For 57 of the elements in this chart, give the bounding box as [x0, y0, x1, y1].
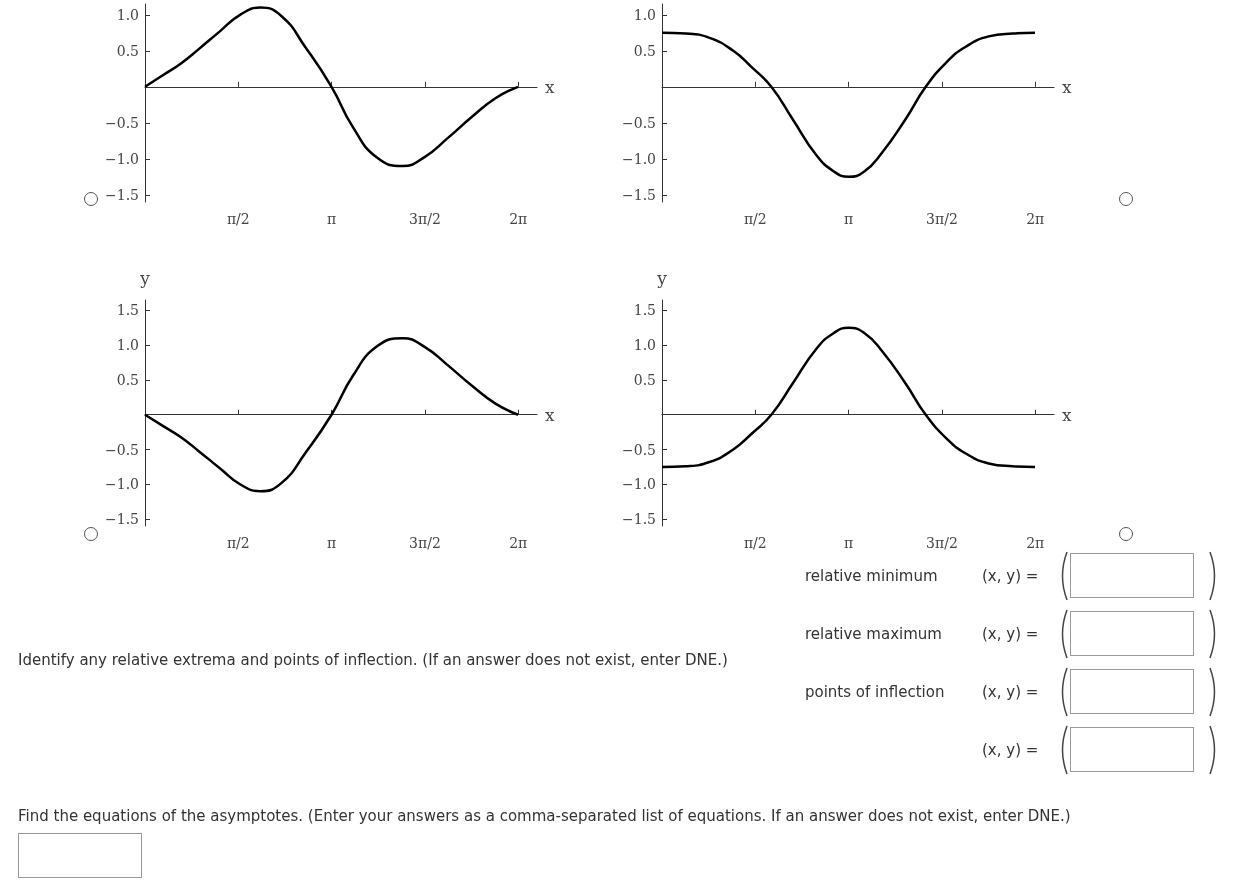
text: Find the equations of the asymptotes. (Enter your answers as a comma-separated list of equations. If an answer does not exist, enter DNE.) [18, 807, 1071, 825]
y-tick-label: 1.5 [633, 302, 656, 319]
y-tick-label: −1.0 [105, 476, 139, 493]
y-tick-label: −1.5 [622, 511, 656, 528]
y-tick-label: 0.5 [633, 42, 656, 59]
y-tick-label: −1.0 [622, 476, 656, 493]
line-series [143, 6, 520, 168]
x-tick-label: π [327, 211, 337, 227]
y-tick-label: 0.5 [633, 371, 656, 388]
y-tick-label: 1.0 [633, 337, 656, 354]
text: relative minimum [805, 567, 938, 585]
x-tick-label: 2π [1026, 535, 1045, 551]
y-tick-label: −1.5 [622, 186, 656, 203]
y-tick-label: 0.5 [116, 371, 139, 388]
x-axis-title: x [545, 404, 556, 425]
x-tick-label: π/2 [226, 211, 250, 227]
y-tick-label: −0.5 [622, 114, 656, 131]
text: Identify any relative extrema and points of inflection. (If an answer does not exist, enter DNE.) [18, 651, 728, 669]
y-tick-label: 1.0 [116, 6, 139, 23]
x-tick-label: π/2 [743, 211, 767, 227]
y-tick-label: 1.0 [633, 6, 656, 23]
line-series [660, 31, 1037, 179]
y-tick-label: −1.0 [622, 150, 656, 167]
y-tick-label: 1.0 [116, 337, 139, 354]
text: (x, y) = [982, 683, 1039, 701]
y-tick-label: 0.5 [116, 42, 139, 59]
y-tick-label: −0.5 [105, 441, 139, 458]
y-tick-label: −1.5 [105, 186, 139, 203]
y-tick-label: −0.5 [622, 441, 656, 458]
y-tick-label: −1.0 [105, 150, 139, 167]
x-tick-label: 2π [509, 211, 528, 227]
x-tick-label: π/2 [226, 535, 250, 551]
text: (x, y) = [982, 625, 1039, 643]
x-tick-label: 3π/2 [409, 211, 441, 227]
x-axis-title: x [1062, 404, 1073, 425]
text: relative maximum [805, 625, 942, 643]
y-axis-title: y [656, 267, 668, 288]
x-tick-label: π/2 [743, 535, 767, 551]
x-tick-label: 3π/2 [926, 535, 958, 551]
x-tick-label: 3π/2 [926, 211, 958, 227]
x-tick-label: 2π [1026, 211, 1045, 227]
y-tick-label: −0.5 [105, 114, 139, 131]
y-tick-label: 1.5 [116, 302, 139, 319]
x-axis-title: x [1062, 76, 1073, 97]
text: points of inflection [805, 683, 945, 701]
y-tick-label: −1.5 [105, 511, 139, 528]
x-axis-title: x [545, 76, 556, 97]
line-series [660, 326, 1037, 469]
line-series [143, 337, 520, 493]
y-axis-title: y [139, 267, 151, 288]
x-tick-label: π [844, 211, 854, 227]
x-tick-label: 2π [509, 535, 528, 551]
text: (x, y) = [982, 741, 1039, 759]
x-tick-label: π [327, 535, 337, 551]
x-tick-label: 3π/2 [409, 535, 441, 551]
x-tick-label: π [844, 535, 854, 551]
text: (x, y) = [982, 567, 1039, 585]
